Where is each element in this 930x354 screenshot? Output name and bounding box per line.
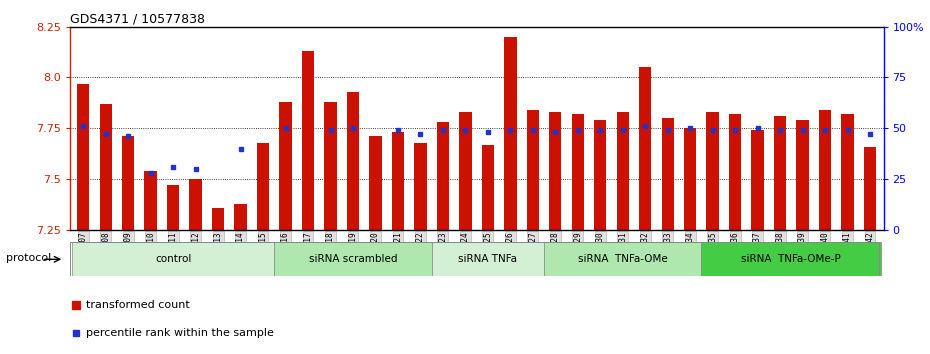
Bar: [144, 171, 157, 230]
Bar: [707, 112, 719, 230]
Text: GDS4371 / 10577838: GDS4371 / 10577838: [70, 12, 205, 25]
Bar: [437, 122, 449, 230]
Bar: [279, 102, 292, 230]
Text: transformed count: transformed count: [86, 299, 190, 310]
Bar: [796, 120, 809, 230]
Bar: [302, 51, 314, 230]
Bar: [639, 67, 651, 230]
Bar: [819, 110, 831, 230]
Bar: [482, 144, 494, 230]
Bar: [684, 128, 697, 230]
Text: siRNA  TNFa-OMe-P: siRNA TNFa-OMe-P: [741, 254, 842, 264]
Bar: [617, 112, 629, 230]
Bar: [325, 102, 337, 230]
Bar: [369, 136, 381, 230]
Text: siRNA  TNFa-OMe: siRNA TNFa-OMe: [578, 254, 668, 264]
Text: siRNA TNFa: siRNA TNFa: [458, 254, 517, 264]
Bar: [774, 116, 786, 230]
Bar: [526, 110, 539, 230]
Bar: [257, 143, 270, 230]
Bar: [234, 204, 246, 230]
Bar: [190, 179, 202, 230]
Bar: [414, 143, 427, 230]
Bar: [392, 132, 405, 230]
Text: control: control: [155, 254, 192, 264]
Bar: [729, 114, 741, 230]
Bar: [572, 114, 584, 230]
Bar: [122, 136, 134, 230]
Bar: [100, 104, 112, 230]
Bar: [661, 118, 674, 230]
Bar: [274, 242, 432, 276]
Bar: [459, 112, 472, 230]
Bar: [864, 147, 876, 230]
Bar: [544, 242, 701, 276]
Bar: [549, 112, 562, 230]
Bar: [594, 120, 606, 230]
Bar: [72, 242, 274, 276]
Bar: [432, 242, 544, 276]
Text: percentile rank within the sample: percentile rank within the sample: [86, 327, 274, 338]
Bar: [504, 37, 516, 230]
Bar: [751, 130, 764, 230]
Text: protocol: protocol: [6, 253, 51, 263]
Bar: [701, 242, 882, 276]
Bar: [167, 185, 179, 230]
Bar: [347, 92, 359, 230]
Text: siRNA scrambled: siRNA scrambled: [309, 254, 397, 264]
Bar: [77, 84, 89, 230]
Bar: [842, 114, 854, 230]
Bar: [212, 208, 224, 230]
